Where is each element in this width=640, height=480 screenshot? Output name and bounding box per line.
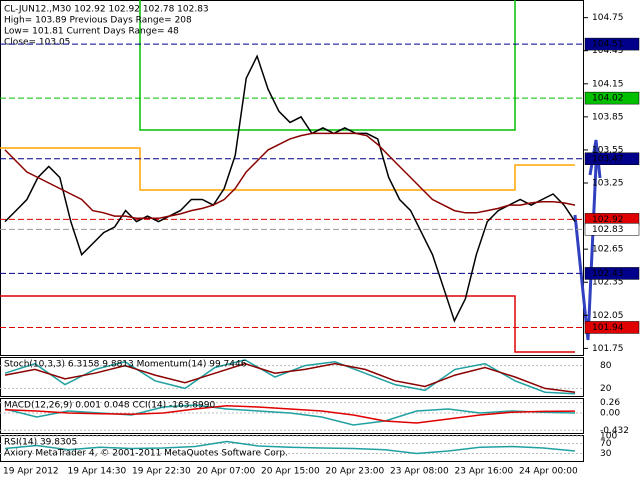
y-tick-label: 102.05 bbox=[592, 311, 624, 321]
x-tick-label: 20 Apr 23:00 bbox=[326, 467, 385, 477]
level-label: 104.02 bbox=[592, 94, 624, 104]
stoch-frame bbox=[0, 357, 584, 397]
level-label-box bbox=[584, 321, 640, 334]
x-tick-label: 19 Apr 22:30 bbox=[132, 467, 191, 477]
indicator-tick-label: -0.432 bbox=[600, 426, 629, 436]
y-tick-label: 101.75 bbox=[592, 344, 624, 354]
info-line: Low= 101.81 Current Days Range= 48 bbox=[4, 27, 179, 37]
indicator-line bbox=[4, 405, 576, 424]
level-label-box bbox=[584, 267, 640, 280]
indicator-label: Stoch(10,3,3) 6.3158 9.8813 Momentum(14)… bbox=[4, 360, 247, 370]
x-tick-label: 20 Apr 15:00 bbox=[261, 467, 320, 477]
indicator-tick-label: 100 bbox=[600, 432, 617, 442]
x-tick-label: 19 Apr 14:30 bbox=[68, 467, 127, 477]
y-tick-label: 102.35 bbox=[592, 278, 624, 288]
indicator-label: MACD(12,26,9) 0.001 0.048 CCI(14) -163.8… bbox=[4, 401, 215, 411]
info-block: CL-JUN12.,M30 102.92 102.92 102.78 102.8… bbox=[4, 5, 209, 48]
level-label: 103.47 bbox=[592, 154, 624, 164]
x-tick-label: 20 Apr 07:00 bbox=[197, 467, 256, 477]
indicator-tick-label: 0.00 bbox=[600, 409, 620, 419]
level-label-box bbox=[584, 152, 640, 166]
indicator-line bbox=[4, 440, 576, 455]
y-tick-label: 102.65 bbox=[592, 245, 624, 255]
y-tick-label: 103.85 bbox=[592, 112, 624, 122]
x-tick-label: 19 Apr 2012 bbox=[3, 467, 59, 477]
macd-frame bbox=[0, 398, 584, 434]
indicator-tick-label: 20 bbox=[600, 384, 612, 394]
info-line: Close= 103.05 bbox=[4, 38, 70, 48]
level-label: 102.92 bbox=[592, 215, 624, 225]
frames bbox=[0, 0, 584, 462]
price-line bbox=[4, 132, 576, 220]
level-label: 102.83 bbox=[592, 225, 624, 235]
copyright: Axiory MetaTrader 4, © 2001-2011 MetaQuo… bbox=[4, 449, 288, 459]
level-label: 102.43 bbox=[592, 269, 624, 279]
orange-box bbox=[0, 147, 575, 191]
y-tick-label: 103.25 bbox=[592, 179, 624, 189]
indicator-label: RSI(14) 39.8305 bbox=[4, 438, 77, 448]
main-frame bbox=[0, 0, 584, 356]
x-tick-label: 23 Apr 08:00 bbox=[390, 467, 449, 477]
info-line: CL-JUN12.,M30 102.92 102.92 102.78 102.8… bbox=[4, 5, 209, 15]
y-tick-label: 103.55 bbox=[592, 145, 624, 155]
y-tick-label: 104.75 bbox=[592, 13, 624, 23]
level-label: 101.94 bbox=[592, 323, 624, 333]
level-label-box bbox=[584, 223, 640, 236]
level-label-box bbox=[584, 91, 640, 105]
indicator-line bbox=[4, 404, 576, 426]
x-tick-label: 23 Apr 16:00 bbox=[455, 467, 514, 477]
info-line: High= 103.89 Previous Days Range= 208 bbox=[4, 16, 192, 26]
y-tick-label: 104.45 bbox=[592, 46, 624, 56]
indicator-tick-label: 70 bbox=[600, 439, 612, 449]
red-box bbox=[0, 295, 575, 353]
x-tick-label: 24 Apr 00:00 bbox=[519, 467, 578, 477]
level-label-box bbox=[584, 37, 640, 51]
indicator-tick-label: 0.26 bbox=[600, 398, 620, 408]
indicator-line bbox=[4, 362, 576, 393]
y-tick-label: 104.15 bbox=[592, 79, 624, 89]
indicator-tick-label: 80 bbox=[600, 361, 612, 371]
price-line bbox=[4, 54, 576, 323]
indicator-tick-label: 30 bbox=[600, 449, 612, 459]
level-label: 104.51 bbox=[592, 40, 624, 50]
